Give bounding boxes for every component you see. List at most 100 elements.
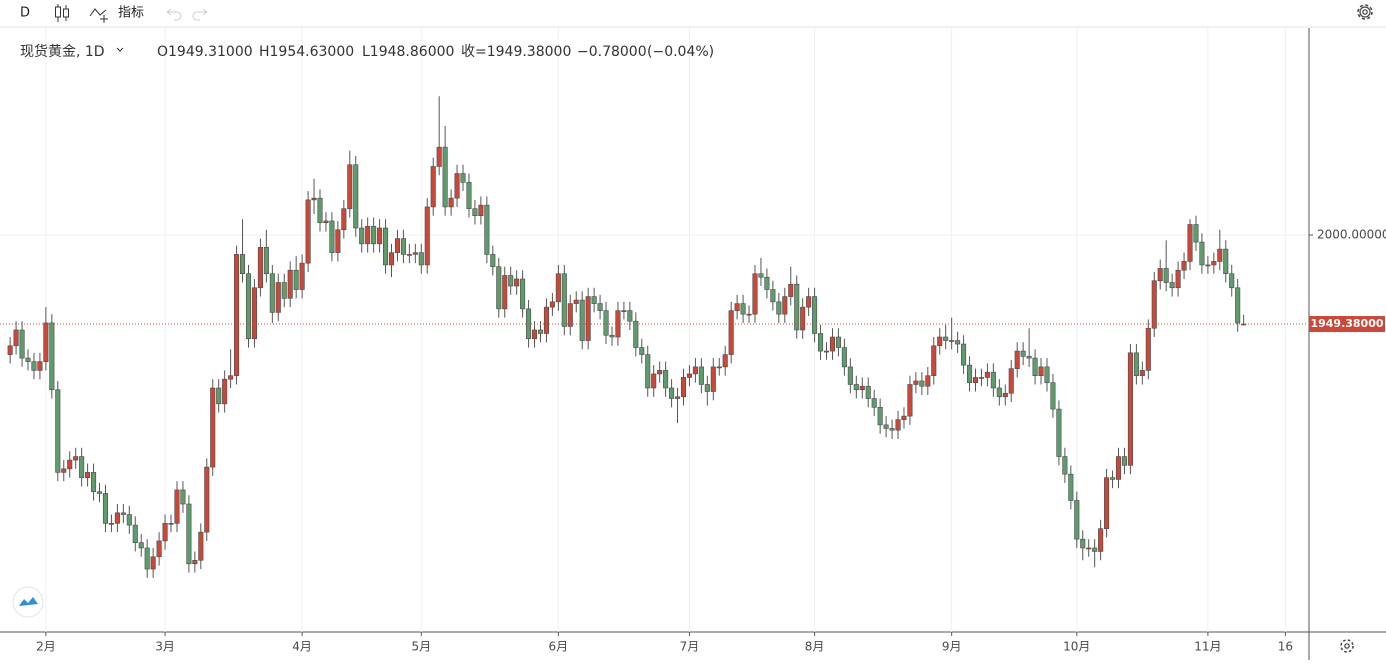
candle-body: [460, 173, 466, 183]
candle-body: [520, 278, 526, 310]
y-tick-label: 2000.00000: [1317, 228, 1386, 242]
candle-body: [591, 296, 597, 304]
symbol-dropdown[interactable]: [116, 47, 124, 52]
candle-body: [412, 252, 418, 255]
candle-body: [871, 398, 877, 408]
candle-body: [657, 370, 663, 375]
candle-body: [782, 296, 788, 315]
candle-body: [31, 361, 37, 371]
candle-body: [823, 350, 830, 353]
high-value: H1954.63000: [259, 44, 354, 60]
candle-body: [1199, 241, 1205, 266]
candle-body: [835, 336, 841, 348]
candle-body: [108, 523, 114, 525]
indicators-button[interactable]: 指标: [89, 6, 144, 24]
candle-body: [931, 345, 937, 376]
candle-body: [1032, 357, 1038, 376]
candle-body: [388, 252, 395, 266]
candle-body: [1086, 547, 1092, 550]
candle-body: [895, 419, 901, 431]
x-tick-label: 9月: [942, 640, 962, 654]
candle-body: [1080, 538, 1086, 549]
candle-body: [19, 329, 25, 359]
candle-body: [245, 273, 252, 340]
candle-body: [1205, 264, 1211, 267]
x-tick-label: 2月: [36, 640, 56, 654]
candle-body: [1157, 268, 1163, 282]
candle-body: [579, 299, 585, 341]
overlay: 1949.38000: [0, 316, 1385, 333]
candle-body: [120, 512, 126, 515]
x-tick-label: 7月: [680, 640, 700, 654]
candle-body: [770, 289, 776, 303]
candle-body: [722, 354, 728, 368]
candle-body: [913, 380, 919, 385]
candle-body: [49, 322, 55, 391]
candle-body: [597, 303, 603, 311]
candle-body: [704, 384, 710, 392]
candle-body: [543, 306, 549, 334]
candle-body: [13, 329, 19, 347]
candle-body: [1110, 477, 1116, 480]
candle-body: [949, 340, 955, 342]
candle-body: [204, 466, 210, 533]
candle-body: [639, 347, 645, 355]
candle-body: [25, 357, 31, 362]
candle-body: [1050, 382, 1056, 410]
candle-body: [424, 206, 430, 266]
candle-body: [383, 227, 389, 266]
candle-body: [859, 385, 865, 391]
candle-body: [102, 493, 109, 524]
candle-body: [788, 283, 794, 297]
candle-body: [1175, 269, 1181, 289]
candle-body: [1104, 477, 1110, 529]
logo-button[interactable]: [12, 586, 44, 618]
last-price-label: 1949.38000: [1310, 317, 1383, 330]
candle-body: [442, 146, 448, 208]
x-tick-label: 3月: [155, 640, 175, 654]
candle-body: [1217, 248, 1223, 262]
chart-type-button[interactable]: [55, 4, 69, 22]
candle-body: [55, 389, 61, 473]
candle-body: [251, 287, 257, 340]
candle-body: [359, 227, 365, 245]
candle-body: [180, 489, 186, 505]
axis-settings-button[interactable]: [1340, 639, 1354, 653]
candle-body: [1151, 280, 1157, 329]
candle-body: [633, 320, 639, 348]
candle-body: [287, 269, 293, 299]
candle-body: [484, 204, 490, 255]
candle-body: [400, 238, 406, 255]
undo-button[interactable]: [166, 8, 182, 21]
candle-body: [996, 387, 1002, 398]
change-value: −0.78000: [577, 44, 647, 60]
candle-body: [347, 164, 353, 209]
candle-body: [156, 540, 162, 558]
candle-body: [984, 371, 990, 378]
candle-body: [675, 396, 681, 399]
candle-body: [281, 282, 287, 299]
settings-button[interactable]: [1357, 4, 1373, 20]
x-tick-label: 8月: [805, 640, 825, 654]
candle-body: [472, 208, 478, 217]
candle-body: [1026, 356, 1032, 359]
candle-body: [680, 377, 687, 398]
candle-body: [144, 547, 150, 570]
candle-body: [73, 456, 79, 461]
candle-body: [1098, 528, 1104, 552]
candle-body: [275, 282, 281, 313]
candle-body: [490, 254, 496, 267]
candle-body: [1092, 547, 1098, 552]
candle-body: [698, 366, 704, 385]
redo-button[interactable]: [192, 8, 208, 21]
candle-body: [937, 336, 943, 347]
candle-body: [627, 310, 633, 322]
symbol-label[interactable]: 现货黄金, 1D: [20, 43, 105, 60]
interval-button[interactable]: D: [20, 6, 30, 21]
candle-body: [138, 542, 144, 549]
candle-body: [305, 199, 311, 264]
candle-body: [1068, 473, 1074, 501]
